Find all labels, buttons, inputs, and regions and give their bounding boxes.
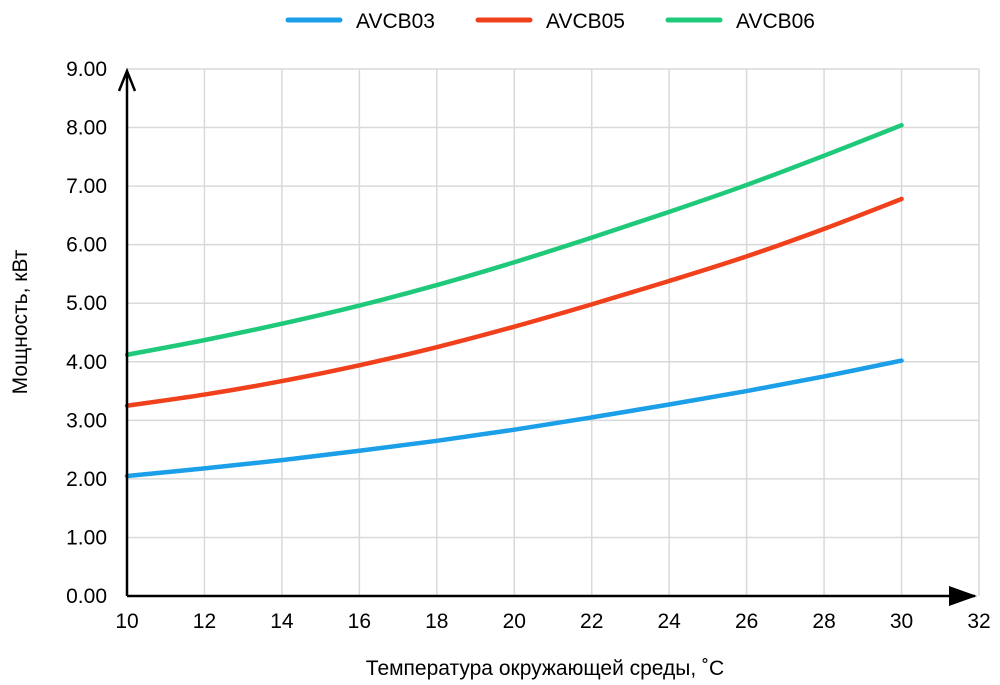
y-tick-label: 4.00 (66, 351, 107, 374)
y-tick-labels: 0.00 1.00 2.00 3.00 4.00 5.00 6.00 7.00 8.00 9.00 (66, 58, 107, 608)
x-tick-label: 32 (967, 610, 990, 633)
series-lines (124, 122, 904, 479)
x-tick-label: 22 (580, 610, 603, 633)
x-tick-label: 12 (193, 610, 216, 633)
legend-label-avcb05: AVCB05 (546, 10, 625, 33)
legend-label-avcb03: AVCB03 (356, 10, 435, 33)
y-tick-label: 0.00 (66, 585, 107, 608)
x-tick-label: 16 (348, 610, 371, 633)
series-line-avcb06 (124, 122, 904, 358)
y-axis-arrow (117, 67, 137, 92)
y-tick-label: 1.00 (66, 526, 107, 549)
x-tick-label: 20 (503, 610, 526, 633)
y-tick-label: 3.00 (66, 409, 107, 432)
y-tick-label: 7.00 (66, 175, 107, 198)
x-tick-label: 14 (270, 610, 294, 633)
x-tick-label: 26 (735, 610, 758, 633)
y-tick-label: 2.00 (66, 468, 107, 491)
legend-label-avcb06: AVCB06 (736, 10, 815, 33)
y-tick-label: 6.00 (66, 234, 107, 257)
y-axis-title: Мощность, кВт (9, 249, 32, 394)
x-tick-label: 30 (890, 610, 913, 633)
x-tick-label: 28 (812, 610, 835, 633)
series-line-avcb05 (124, 196, 904, 408)
y-tick-label: 8.00 (66, 117, 107, 140)
x-tick-labels: 10 12 14 16 18 20 22 24 26 28 30 32 (115, 610, 990, 633)
legend: AVCB03 AVCB05 AVCB06 (285, 10, 815, 33)
y-tick-label: 9.00 (66, 58, 107, 81)
axes (117, 67, 977, 606)
x-tick-label: 24 (658, 610, 682, 633)
series-line-avcb03 (124, 358, 904, 479)
x-axis-arrow (949, 586, 977, 606)
x-axis-title: Температура окружающей среды, ˚C (366, 657, 724, 680)
x-tick-label: 10 (115, 610, 138, 633)
y-tick-label: 5.00 (66, 292, 107, 315)
grid-lines (127, 68, 980, 596)
x-tick-label: 18 (425, 610, 448, 633)
